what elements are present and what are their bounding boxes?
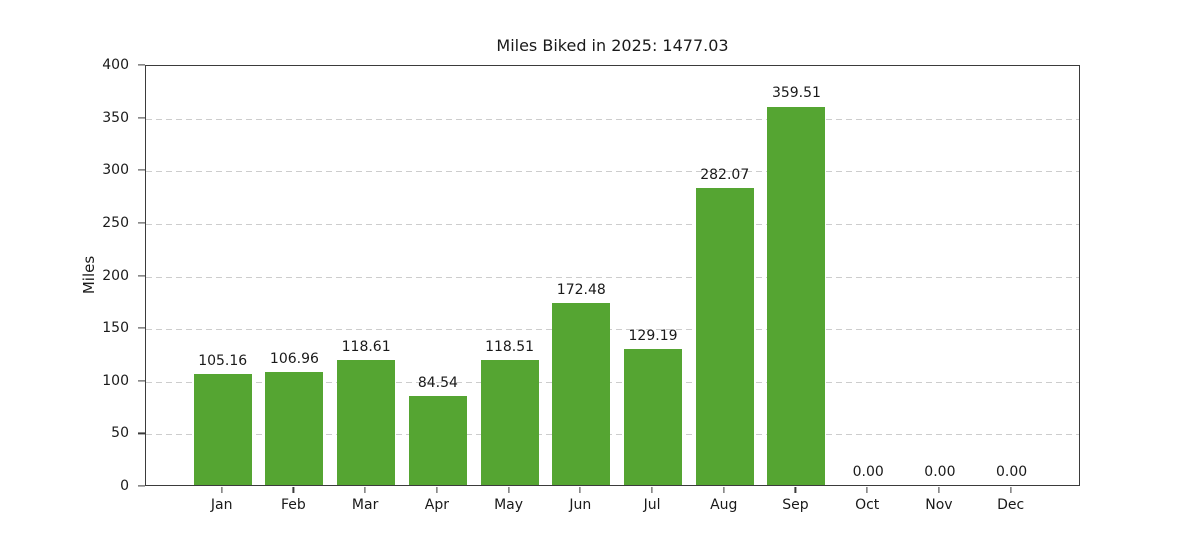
- bar-feb: [265, 372, 324, 485]
- y-tick-mark: [138, 327, 145, 329]
- bar-sep: [767, 106, 826, 485]
- bar-value-label-dec: 0.00: [996, 463, 1028, 480]
- y-axis: 0 50 100 150 200 250 300 350 400: [0, 58, 145, 493]
- x-tick-label-sep: Sep: [782, 497, 809, 513]
- gridline-100: [146, 381, 1079, 383]
- y-tick-mark: [138, 380, 145, 382]
- bar-value-label-may: 118.51: [485, 338, 535, 355]
- y-tick-mark: [138, 64, 145, 66]
- bar-jul: [624, 349, 683, 485]
- bar-value-label-sep: 359.51: [771, 85, 821, 102]
- x-tick-label-feb: Feb: [281, 497, 306, 513]
- x-tick-label-dec: Dec: [997, 497, 1025, 513]
- x-tick-mark: [723, 487, 725, 493]
- y-tick-label-0: 0: [120, 478, 129, 494]
- x-tick-label-oct: Oct: [855, 497, 880, 513]
- x-axis: Jan Feb Mar Apr May Jun Jul Aug Sep Oct Nov Dec: [145, 486, 1080, 531]
- chart-title: Miles Biked in 2025: 1477.03: [496, 36, 729, 55]
- bar-value-label-jan: 105.16: [198, 352, 248, 369]
- x-tick-mark: [364, 487, 366, 493]
- gridline-350: [146, 118, 1079, 120]
- bar-value-label-apr: 84.54: [417, 374, 458, 391]
- y-tick-mark: [138, 222, 145, 224]
- y-tick-mark: [138, 274, 145, 277]
- y-tick-label-350: 350: [102, 109, 129, 126]
- x-tick-label-mar: Mar: [351, 497, 379, 513]
- bar-value-label-aug: 282.07: [700, 166, 750, 183]
- x-tick-label-may: May: [494, 497, 524, 513]
- x-tick-label-nov: Nov: [925, 497, 953, 513]
- y-tick-label-200: 200: [102, 267, 129, 284]
- gridline-150: [146, 329, 1079, 331]
- bar-aug: [695, 188, 754, 485]
- bar-value-label-mar: 118.61: [341, 338, 391, 355]
- gridline-250: [146, 223, 1079, 225]
- x-tick-mark: [436, 487, 438, 493]
- bar-value-label-jun: 172.48: [556, 282, 606, 299]
- gridline-200: [146, 276, 1079, 278]
- x-tick-mark: [651, 487, 653, 493]
- gridline-300: [146, 171, 1079, 173]
- y-tick-mark: [138, 169, 145, 171]
- x-tick-mark: [794, 487, 797, 493]
- y-tick-mark: [138, 117, 145, 119]
- x-tick-mark: [507, 487, 510, 493]
- x-tick-label-jul: Jul: [643, 497, 661, 513]
- x-tick-mark: [221, 487, 223, 493]
- bar-value-label-oct: 0.00: [852, 463, 884, 480]
- x-tick-mark: [938, 487, 940, 493]
- y-tick-label-150: 150: [102, 320, 129, 337]
- y-tick-label-100: 100: [102, 372, 129, 389]
- x-tick-mark: [579, 487, 581, 493]
- plot-area: 105.16 106.96 118.61 84.54 118.51 172.48 129.1…: [145, 65, 1080, 486]
- x-tick-label-apr: Apr: [424, 497, 449, 513]
- bar-apr: [408, 396, 467, 485]
- y-tick-label-400: 400: [102, 57, 129, 73]
- x-tick-label-jun: Jun: [569, 497, 592, 513]
- bar-value-label-jul: 129.19: [628, 327, 678, 344]
- bar-jun: [552, 303, 611, 485]
- bar-value-label-feb: 106.96: [269, 351, 319, 368]
- x-tick-label-aug: Aug: [710, 497, 738, 513]
- bar-mar: [337, 360, 396, 485]
- y-tick-label-50: 50: [111, 425, 129, 442]
- x-tick-mark: [292, 487, 294, 493]
- y-tick-mark: [138, 485, 145, 487]
- bar-value-label-nov: 0.00: [924, 463, 956, 480]
- x-tick-label-jan: Jan: [210, 497, 233, 513]
- y-tick-label-250: 250: [102, 214, 129, 231]
- y-tick-label-300: 300: [102, 162, 129, 179]
- gridline-50: [146, 434, 1079, 436]
- bar-jan: [193, 374, 252, 485]
- y-tick-mark: [138, 432, 145, 434]
- bar-may: [480, 360, 539, 485]
- x-tick-mark: [1010, 487, 1012, 493]
- x-tick-mark: [866, 487, 868, 493]
